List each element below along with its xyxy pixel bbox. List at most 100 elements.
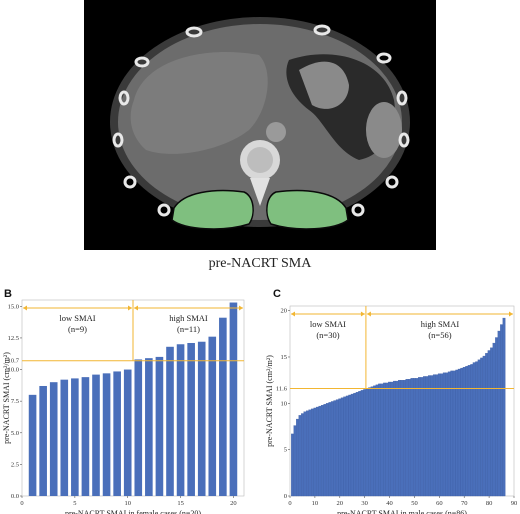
bar: [134, 359, 143, 496]
arrow-head-left: [23, 305, 27, 311]
bar: [383, 382, 386, 497]
bar: [49, 382, 58, 496]
bar: [467, 365, 471, 497]
x-tick-label: 40: [386, 500, 393, 507]
bar: [500, 324, 503, 497]
bar: [187, 342, 195, 496]
arrow-head-right: [239, 305, 243, 311]
group-high-label: high SMAI: [421, 319, 460, 329]
bar: [445, 372, 449, 497]
bar: [403, 379, 406, 497]
x-tick-label: 10: [124, 500, 131, 507]
group-low-label: low SMAI: [59, 313, 95, 323]
bar: [423, 376, 426, 497]
bar: [495, 337, 498, 497]
bar: [365, 388, 369, 497]
bar: [432, 374, 436, 497]
bar: [208, 336, 217, 496]
bar: [311, 408, 314, 497]
bar: [450, 370, 454, 497]
bar: [413, 378, 416, 497]
bar: [328, 402, 332, 497]
arrow-head-left: [366, 311, 371, 317]
bar: [350, 393, 354, 497]
bar: [490, 347, 493, 497]
bar: [393, 380, 396, 497]
bar: [355, 392, 359, 497]
bar: [229, 302, 238, 496]
y-tick-label: 15: [281, 354, 288, 361]
x-tick-label: 0: [288, 500, 291, 507]
threshold-label: 11.6: [276, 385, 288, 392]
arrow-head-left: [291, 311, 295, 317]
bar: [308, 409, 312, 497]
bar: [291, 433, 294, 497]
bar: [71, 378, 79, 496]
bar: [345, 395, 349, 497]
bar: [487, 350, 491, 497]
x-tick-label: 70: [461, 500, 468, 507]
bar: [60, 379, 69, 496]
female-smai-bar-chart: 0.0 2.5 5.0 7.5 10.0 12.5 15.0 0 5 10 15 20 10.7 low …: [2, 299, 245, 514]
bar: [437, 373, 441, 497]
threshold-label: 10.7: [8, 358, 20, 365]
bar: [415, 378, 419, 497]
x-tick-label: 20: [230, 500, 237, 507]
bar: [348, 394, 352, 497]
group-low-n: (n=9): [68, 324, 87, 334]
bar: [358, 391, 362, 497]
bar: [335, 399, 339, 497]
bar: [360, 390, 364, 497]
bar: [353, 392, 357, 497]
bar: [296, 418, 299, 497]
bar: [166, 346, 174, 496]
bar: [472, 362, 476, 497]
y-axis-label: pre-NACRT SMAI (cm²/m²): [265, 355, 274, 447]
bar: [420, 377, 424, 497]
bar: [480, 357, 484, 497]
bar: [390, 381, 394, 497]
y-tick-label: 20: [281, 308, 288, 315]
ct-scan-illustration: [84, 0, 436, 250]
bar: [408, 379, 411, 497]
y-axis-label: pre-NACRT SMAI (cm²/m²): [2, 352, 11, 444]
arrow-head-left: [134, 305, 138, 311]
bar: [323, 404, 327, 497]
bar: [176, 344, 185, 496]
y-tick-label: 10: [281, 400, 288, 407]
x-axis-label: pre-NACRT SMAI in female cases (n=20): [65, 509, 201, 514]
y-tick-label: 12.5: [8, 335, 19, 342]
x-tick-label: 50: [411, 500, 418, 507]
bar: [373, 385, 377, 497]
bar: [368, 387, 372, 497]
group-low-label: low SMAI: [310, 319, 346, 329]
bar: [123, 369, 132, 496]
bar: [378, 383, 381, 497]
ct-scan-image: [84, 0, 436, 250]
x-tick-label: 90: [511, 500, 518, 507]
arrow-head-right: [360, 311, 365, 317]
bar: [442, 372, 446, 497]
x-tick-label: 10: [312, 500, 319, 507]
x-tick-label: 60: [436, 500, 443, 507]
bar: [375, 384, 379, 497]
bar: [497, 330, 501, 497]
bar: [338, 398, 342, 497]
bar: [485, 353, 489, 497]
y-tick-label: 15.0: [8, 303, 19, 310]
bar: [462, 367, 466, 497]
bar: [425, 376, 429, 497]
bar: [293, 425, 297, 497]
y-tick-label: 0.0: [11, 493, 19, 500]
bar: [370, 386, 374, 497]
bar: [502, 317, 506, 497]
bar: [81, 377, 90, 496]
bar: [113, 371, 121, 496]
bar: [398, 379, 401, 497]
bar: [313, 407, 317, 497]
bar: [155, 356, 164, 496]
bar: [385, 382, 389, 497]
bar: [301, 413, 304, 497]
bar: [340, 397, 344, 497]
